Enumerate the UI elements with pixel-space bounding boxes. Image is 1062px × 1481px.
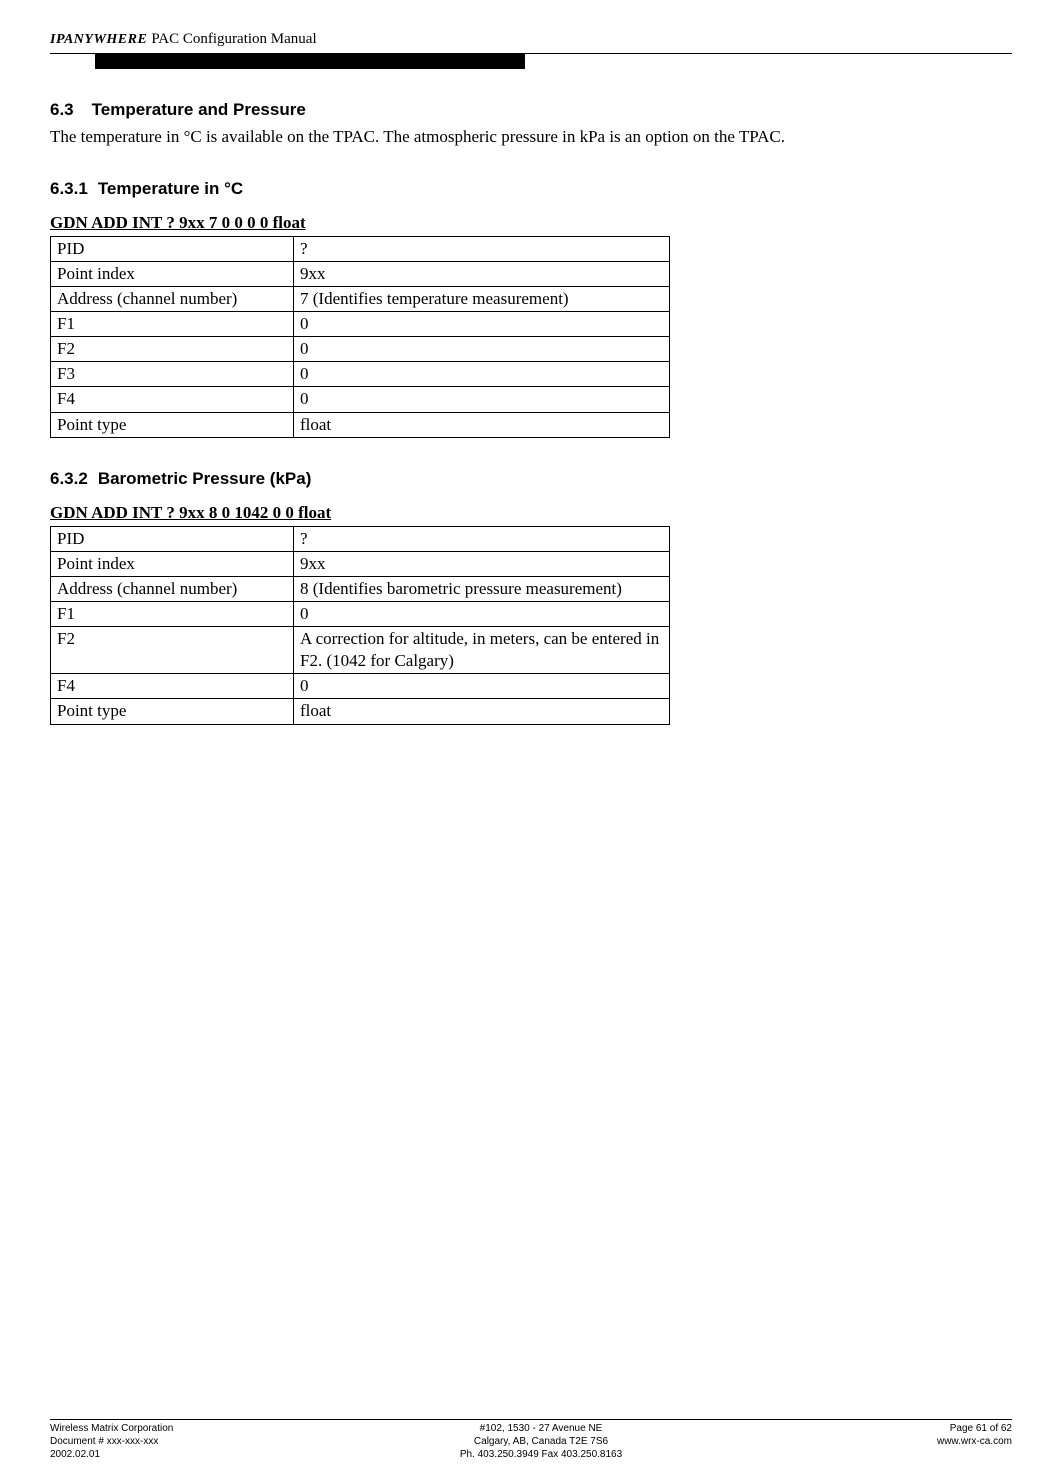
secnum: 6.3.2 xyxy=(50,469,88,488)
logo: IPANYWHERE xyxy=(50,31,147,49)
cell-label: Point index xyxy=(51,551,294,576)
footer-right: Page 61 of 62 www.wrx-ca.com xyxy=(812,1422,1012,1461)
secnum: 6.3 xyxy=(50,100,74,119)
cell-label: F3 xyxy=(51,362,294,387)
footer-center-3: Ph. 403.250.3949 Fax 403.250.8163 xyxy=(270,1448,812,1461)
section-6-3-1-heading: 6.3.1 Temperature in °C xyxy=(50,178,1012,200)
table-row: F10 xyxy=(51,312,670,337)
table-row: Address (channel number)7 (Identifies te… xyxy=(51,287,670,312)
cell-label: Address (channel number) xyxy=(51,287,294,312)
table-row: Point index9xx xyxy=(51,261,670,286)
table-row: F40 xyxy=(51,387,670,412)
cell-value: float xyxy=(294,412,670,437)
cell-value: ? xyxy=(294,236,670,261)
table-row: Address (channel number)8 (Identifies ba… xyxy=(51,577,670,602)
footer-left-1: Wireless Matrix Corporation xyxy=(50,1422,270,1435)
footer-left: Wireless Matrix Corporation Document # x… xyxy=(50,1422,270,1461)
table-row: F2A correction for altitude, in meters, … xyxy=(51,627,670,674)
table-row: PID? xyxy=(51,526,670,551)
table-row: Point typefloat xyxy=(51,412,670,437)
cell-label: PID xyxy=(51,236,294,261)
footer: Wireless Matrix Corporation Document # x… xyxy=(50,1419,1012,1461)
sectitle: Temperature and Pressure xyxy=(92,100,306,119)
sectitle: Barometric Pressure (kPa) xyxy=(98,469,312,488)
cell-value: 0 xyxy=(294,602,670,627)
header: IPANYWHERE PAC Configuration Manual xyxy=(50,30,1012,50)
cell-label: F1 xyxy=(51,312,294,337)
table-row: F40 xyxy=(51,674,670,699)
footer-center: #102, 1530 - 27 Avenue NE Calgary, AB, C… xyxy=(270,1422,812,1461)
table-row: Point typefloat xyxy=(51,699,670,724)
table-row: PID? xyxy=(51,236,670,261)
table-6-3-2: PID?Point index9xxAddress (channel numbe… xyxy=(50,526,670,725)
header-black-bar xyxy=(95,53,525,69)
cell-label: Point type xyxy=(51,699,294,724)
table-6-3-2-body: PID?Point index9xxAddress (channel numbe… xyxy=(51,526,670,724)
cell-label: F4 xyxy=(51,674,294,699)
table-6-3-1-title: GDN ADD INT ? 9xx 7 0 0 0 0 float xyxy=(50,212,1012,234)
footer-center-2: Calgary, AB, Canada T2E 7S6 xyxy=(270,1435,812,1448)
cell-label: Address (channel number) xyxy=(51,577,294,602)
footer-right-3: www.wrx-ca.com xyxy=(812,1435,1012,1448)
logo-ip: IP xyxy=(50,32,64,47)
cell-label: F4 xyxy=(51,387,294,412)
cell-label: F1 xyxy=(51,602,294,627)
header-title: PAC Configuration Manual xyxy=(151,30,316,50)
cell-value: 8 (Identifies barometric pressure measur… xyxy=(294,577,670,602)
logo-anywhere: ANYWHERE xyxy=(64,32,147,47)
cell-value: 0 xyxy=(294,337,670,362)
section-6-3-2-heading: 6.3.2 Barometric Pressure (kPa) xyxy=(50,468,1012,490)
table-row: F30 xyxy=(51,362,670,387)
footer-left-3: 2002.02.01 xyxy=(50,1448,270,1461)
footer-right-1: Page 61 of 62 xyxy=(812,1422,1012,1435)
cell-label: F2 xyxy=(51,337,294,362)
cell-value: 9xx xyxy=(294,261,670,286)
cell-value: 0 xyxy=(294,387,670,412)
table-6-3-1-body: PID?Point index9xxAddress (channel numbe… xyxy=(51,236,670,437)
section-6-3-para: The temperature in °C is available on th… xyxy=(50,126,1012,148)
cell-value: float xyxy=(294,699,670,724)
cell-label: PID xyxy=(51,526,294,551)
footer-center-1: #102, 1530 - 27 Avenue NE xyxy=(270,1422,812,1435)
cell-label: Point type xyxy=(51,412,294,437)
footer-left-2: Document # xxx-xxx-xxx xyxy=(50,1435,270,1448)
cell-label: F2 xyxy=(51,627,294,674)
sectitle: Temperature in °C xyxy=(98,179,243,198)
cell-value: 0 xyxy=(294,312,670,337)
cell-value: A correction for altitude, in meters, ca… xyxy=(294,627,670,674)
secnum: 6.3.1 xyxy=(50,179,88,198)
cell-value: 0 xyxy=(294,674,670,699)
cell-value: 9xx xyxy=(294,551,670,576)
section-6-3-heading: 6.3 Temperature and Pressure xyxy=(50,99,1012,121)
cell-label: Point index xyxy=(51,261,294,286)
table-6-3-1: PID?Point index9xxAddress (channel numbe… xyxy=(50,236,670,438)
table-row: F20 xyxy=(51,337,670,362)
table-6-3-2-title: GDN ADD INT ? 9xx 8 0 1042 0 0 float xyxy=(50,502,1012,524)
table-row: Point index9xx xyxy=(51,551,670,576)
cell-value: ? xyxy=(294,526,670,551)
cell-value: 0 xyxy=(294,362,670,387)
table-row: F10 xyxy=(51,602,670,627)
cell-value: 7 (Identifies temperature measurement) xyxy=(294,287,670,312)
